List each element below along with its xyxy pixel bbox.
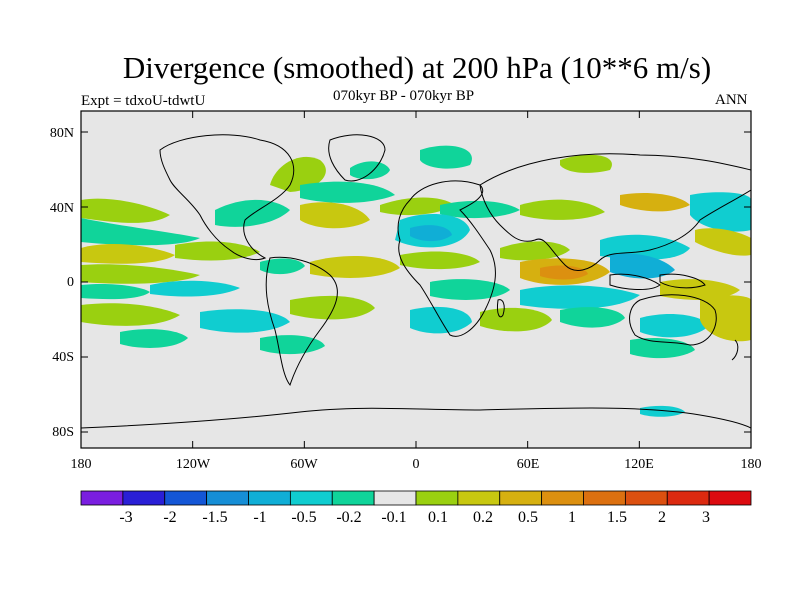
y-tick-label: 0: [67, 275, 74, 290]
x-tick-label: 180: [741, 457, 762, 472]
colorbar-labels: -3 -2 -1.5 -1 -0.5 -0.2 -0.1 0.1 0.2 0.5…: [119, 509, 710, 526]
y-tick-label: 80S: [52, 425, 74, 440]
y-tick-label: 80N: [50, 126, 74, 141]
colorbar-swatch: [708, 490, 752, 506]
colorbar-label: -2: [163, 509, 176, 526]
colorbar-label: -0.1: [381, 509, 406, 526]
colorbar-label: -1.5: [202, 509, 227, 526]
colorbar-label: -0.2: [336, 509, 361, 526]
colorbar-swatch: [206, 490, 249, 506]
period-label: 070kyr BP - 070kyr BP: [333, 88, 475, 104]
colorbar-swatch: [331, 490, 375, 506]
colorbar-swatch: [666, 490, 710, 506]
colorbar-label: 2: [658, 509, 666, 526]
colorbar-swatch: [80, 490, 124, 506]
colorbar-swatch: [624, 490, 668, 506]
x-tick-label: 120W: [176, 457, 211, 472]
colorbar-swatch: [499, 490, 543, 506]
y-tick-label: 40S: [52, 350, 74, 365]
colorbar-label: 0.5: [518, 509, 538, 526]
colorbar-label: 3: [702, 509, 710, 526]
x-tick-label: 60E: [517, 457, 540, 472]
season-label: ANN: [715, 92, 748, 108]
colorbar-label: 1: [568, 509, 576, 526]
y-tick-label: 40N: [50, 201, 74, 216]
coastlines: [81, 134, 751, 429]
colorbar-swatch: [583, 490, 626, 506]
colorbar-swatch: [248, 490, 291, 506]
colorbar-label: -1: [253, 509, 266, 526]
map-background: [81, 111, 751, 448]
x-tick-label: 180: [71, 457, 92, 472]
colorbar-label: 0.2: [473, 509, 493, 526]
x-tick-label: 120E: [624, 457, 654, 472]
colorbar-label: -3: [119, 509, 132, 526]
divergence-field: [81, 145, 751, 417]
colorbar-label: 0.1: [428, 509, 448, 526]
experiment-label: Expt = tdxoU-tdwtU: [81, 93, 206, 109]
x-tick-label: 0: [413, 457, 420, 472]
colorbar-swatch: [415, 490, 459, 506]
colorbar-swatch: [541, 490, 584, 506]
colorbar-swatch: [164, 490, 208, 506]
x-tick-label: 60W: [290, 457, 318, 472]
chart-title: Divergence (smoothed) at 200 hPa (10**6 …: [122, 50, 712, 85]
colorbar-swatch: [122, 490, 166, 506]
colorbar-swatch: [373, 490, 417, 506]
colorbar: [80, 490, 752, 506]
map-axes: 180 120W 60W 0 60E 120E 180 80N 40N 0 40…: [50, 110, 762, 472]
colorbar-swatch: [457, 490, 501, 506]
colorbar-label: 1.5: [607, 509, 627, 526]
colorbar-label: -0.5: [291, 509, 316, 526]
colorbar-swatch: [289, 490, 333, 506]
